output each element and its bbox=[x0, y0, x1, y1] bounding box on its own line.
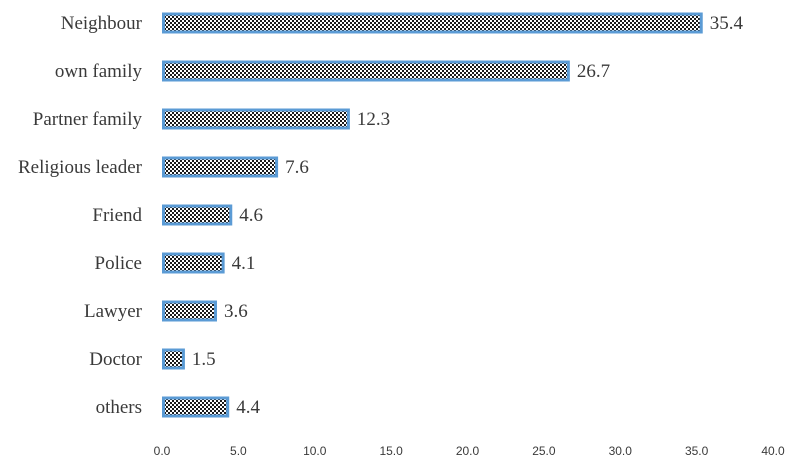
x-tick-label: 10.0 bbox=[303, 444, 327, 456]
category-label: Friend bbox=[92, 205, 142, 226]
category-label: Partner family bbox=[33, 109, 143, 130]
bar-doctor bbox=[162, 348, 185, 370]
x-tick-label: 20.0 bbox=[456, 444, 480, 456]
bar-neighbour bbox=[162, 12, 703, 34]
value-label: 7.6 bbox=[285, 157, 309, 178]
value-label: 35.4 bbox=[710, 13, 744, 34]
bar-lawyer bbox=[162, 300, 217, 322]
x-tick-label: 40.0 bbox=[761, 444, 785, 456]
x-tick-label: 0.0 bbox=[154, 444, 171, 456]
value-labels: 35.4 26.7 12.3 7.6 4.6 4.1 3.6 1.5 4.4 bbox=[192, 13, 744, 418]
category-label: Neighbour bbox=[61, 13, 143, 34]
category-label: own family bbox=[55, 61, 143, 82]
bars-group bbox=[162, 12, 703, 418]
category-label: Religious leader bbox=[18, 157, 143, 178]
bar-partner-family bbox=[162, 108, 350, 130]
x-axis-ticks: 0.0 5.0 10.0 15.0 20.0 25.0 30.0 35.0 40.0 bbox=[154, 444, 785, 456]
value-label: 4.1 bbox=[232, 253, 256, 274]
value-label: 4.4 bbox=[236, 397, 260, 418]
bar-police bbox=[162, 252, 225, 274]
bar-own-family bbox=[162, 60, 570, 82]
category-label: Police bbox=[95, 253, 143, 274]
category-label: others bbox=[96, 397, 142, 418]
x-tick-label: 25.0 bbox=[532, 444, 556, 456]
bar-others bbox=[162, 396, 230, 418]
bar-religious-leader bbox=[162, 156, 279, 178]
x-tick-label: 30.0 bbox=[609, 444, 633, 456]
x-tick-label: 5.0 bbox=[230, 444, 247, 456]
x-tick-label: 35.0 bbox=[685, 444, 709, 456]
value-label: 4.6 bbox=[239, 205, 263, 226]
bar-friend bbox=[162, 204, 233, 226]
category-label: Doctor bbox=[89, 349, 142, 370]
category-labels: Neighbour own family Partner family Religio… bbox=[18, 13, 143, 418]
value-label: 3.6 bbox=[224, 301, 248, 322]
x-tick-label: 15.0 bbox=[379, 444, 403, 456]
value-label: 26.7 bbox=[577, 61, 610, 82]
value-label: 1.5 bbox=[192, 349, 216, 370]
category-label: Lawyer bbox=[84, 301, 143, 322]
value-label: 12.3 bbox=[357, 109, 390, 130]
